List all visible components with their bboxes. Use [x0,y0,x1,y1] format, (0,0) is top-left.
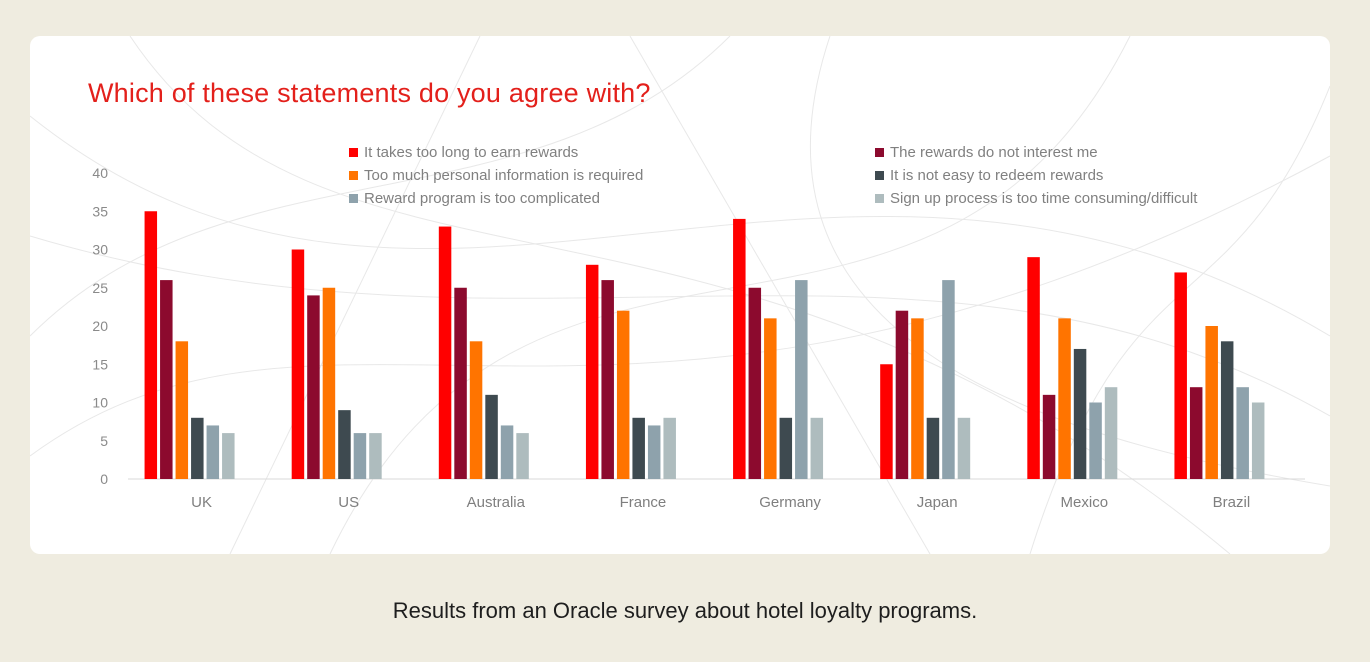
x-tick-label: Germany [759,494,821,511]
bar [469,341,483,479]
y-tick-label: 25 [92,280,108,296]
y-tick-label: 30 [92,242,108,258]
y-tick-label: 15 [92,356,108,372]
chart-card: Which of these statements do you agree w… [30,36,1330,554]
y-tick-label: 5 [100,433,108,449]
bar [880,364,893,479]
bar [632,417,645,479]
bar [291,249,305,479]
legend-swatch [349,148,358,157]
x-tick-label: Mexico [1061,494,1109,511]
y-tick-label: 35 [92,203,108,219]
bar [1189,387,1203,479]
bar [1174,272,1187,479]
chart-title: Which of these statements do you agree w… [88,78,651,108]
legend-label: Sign up process is too time consuming/di… [890,190,1198,207]
bar [1073,348,1087,479]
bar [957,417,971,479]
x-tick-label: Japan [917,494,958,511]
x-tick-label: US [338,494,359,511]
bar [1027,257,1040,479]
bar [733,218,746,479]
legend-swatch [875,171,884,180]
bar [1236,387,1249,479]
bar [1205,326,1218,479]
bar [1089,402,1102,479]
bar [764,318,777,479]
bar [500,425,514,479]
bar [1220,341,1234,479]
bar [926,417,940,479]
legend-swatch [349,194,358,203]
bar [1104,387,1118,479]
bar [779,417,793,479]
bar [338,410,351,479]
bar [748,287,762,479]
bar [810,417,824,479]
bar [485,394,498,479]
legend-label: It is not easy to redeem rewards [890,167,1103,184]
bar [206,425,220,479]
y-tick-label: 20 [92,318,108,334]
bar [191,417,204,479]
bar [601,280,614,479]
bar [795,280,808,479]
bar [438,226,452,479]
bar [369,433,382,479]
y-tick-label: 10 [92,395,108,411]
bar [144,211,158,479]
legend-label: It takes too long to earn rewards [364,144,578,161]
x-tick-label: Australia [467,494,526,511]
legend-swatch [349,171,358,180]
bar [222,433,235,479]
bar [911,318,924,479]
bar [175,341,189,479]
legend-label: The rewards do not interest me [890,144,1098,161]
bar [353,433,367,479]
x-tick-label: France [620,494,667,511]
y-tick-label: 0 [100,471,108,487]
bar [616,310,630,479]
figure-caption: Results from an Oracle survey about hote… [392,598,978,623]
x-tick-label: Brazil [1213,494,1251,511]
bar [585,264,599,479]
y-tick-label: 40 [92,165,108,181]
legend-swatch [875,194,884,203]
background-texture [30,36,1330,554]
legend-label: Too much personal information is require… [364,167,643,184]
bar [1058,318,1071,479]
bar [307,295,320,479]
legend-swatch [875,148,884,157]
bar [647,425,661,479]
bar [160,280,173,479]
bar [663,417,676,479]
bar [322,287,336,479]
bar-chart: 0 5 10 15 20 25 30 35 40 UK US Australia France Germa… [92,144,1305,511]
bar [942,280,955,479]
bar [516,433,529,479]
bar [895,310,909,479]
bar [454,287,467,479]
bar [1042,394,1056,479]
bar [1251,402,1265,479]
legend-label: Reward program is too complicated [364,190,600,207]
x-tick-label: UK [191,494,212,511]
